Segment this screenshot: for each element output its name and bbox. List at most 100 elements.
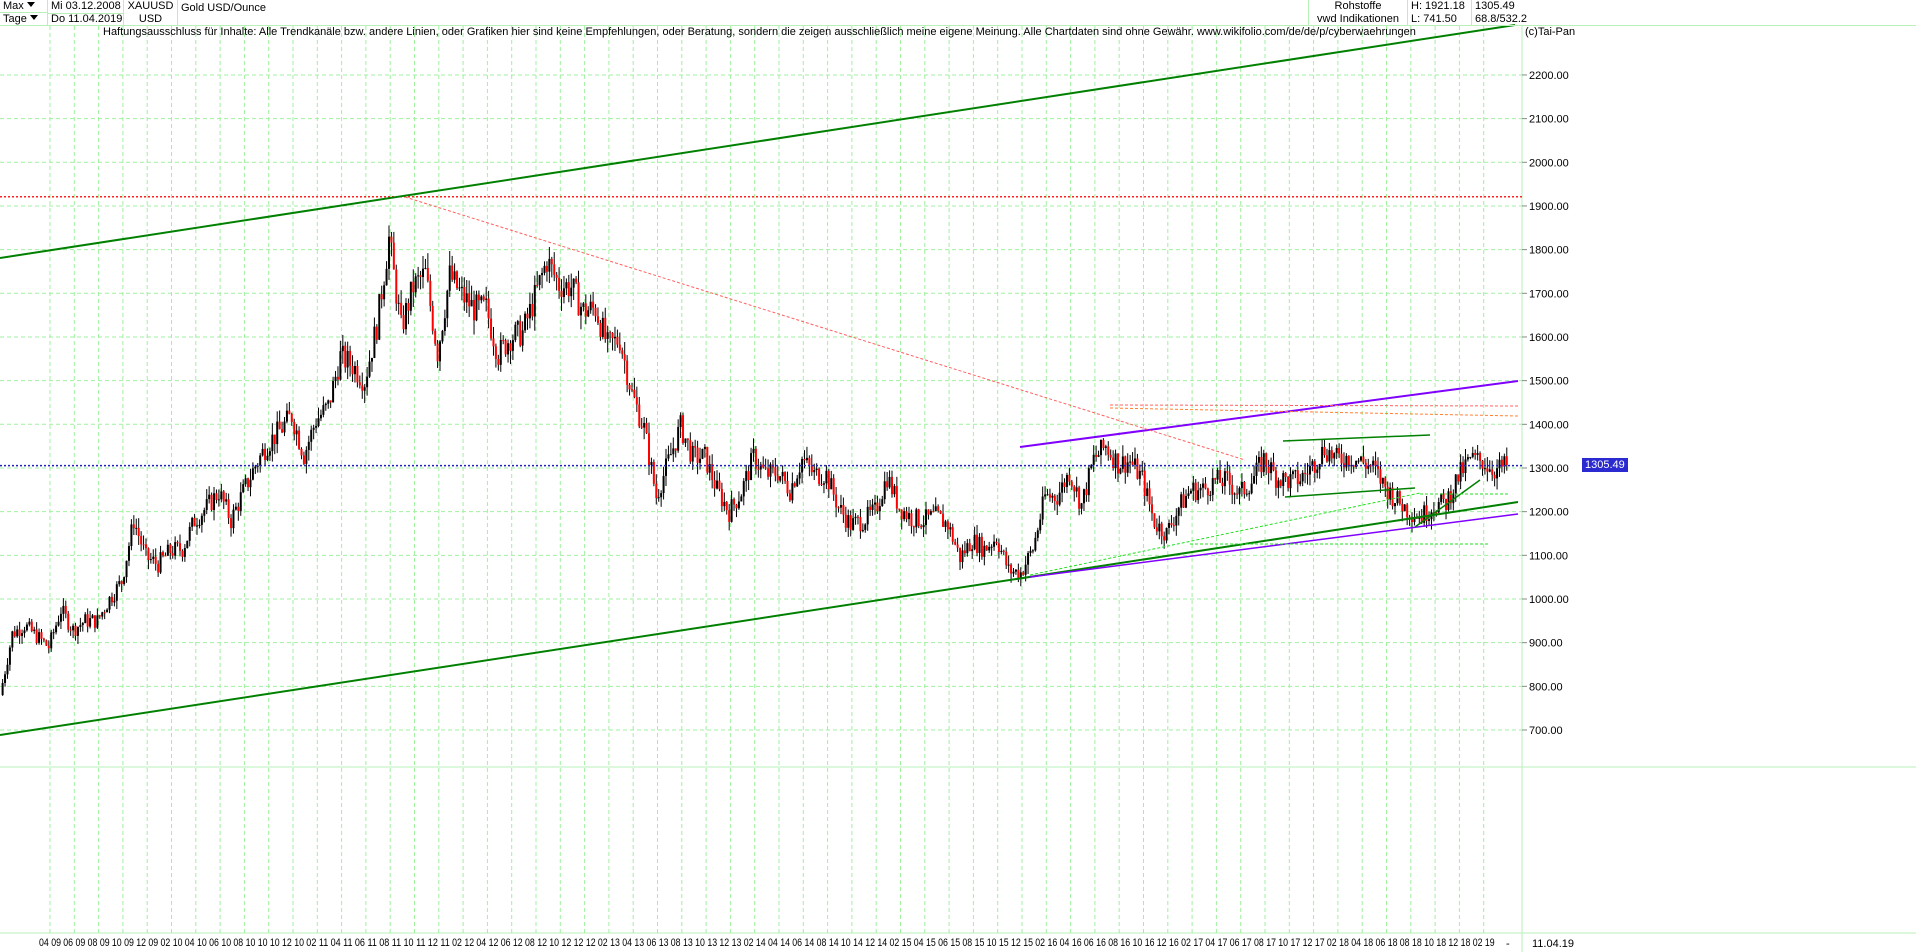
candle-body [1374,460,1377,466]
candle-body [504,340,507,355]
candle-body [959,547,962,563]
candle-body [524,313,527,331]
support-line-2 [1284,487,1416,498]
candle-body [1449,491,1452,504]
x-tick-label: 06 17 [1230,937,1252,949]
candle-body [169,544,172,554]
candle-body [196,525,199,527]
candle-body [1202,483,1205,488]
candle-body [137,527,140,537]
chevron-down-icon [26,2,35,7]
candle-body [315,425,318,428]
date-from[interactable]: Mi 03.12.2008 [48,0,124,14]
candle-body [669,454,672,456]
candle-body [276,421,279,445]
candle-body [149,559,152,561]
candle-body [336,376,339,380]
candle-body [589,301,592,311]
candle-body [849,515,852,530]
candle-body [1131,461,1134,465]
candle-body [426,267,429,281]
candle-body [441,330,444,342]
candle-body [1428,519,1431,521]
candle-body [703,446,706,449]
candle-body [618,344,621,351]
candle-body [157,563,160,573]
candle-body [298,430,301,449]
support-line [1029,492,1421,576]
candle-body [242,484,245,493]
candle-body [254,466,257,469]
candle-body [1462,462,1465,474]
x-tick-label: 12 09 [136,937,158,949]
candle-body [341,345,344,352]
x-tick-label: 06 15 [938,937,960,949]
candle-body [409,281,412,311]
instrument-name: Gold USD/Ounce [181,2,266,14]
candle-body [273,434,276,445]
candle-body [893,486,896,495]
x-tick-label: 06 14 [792,937,814,949]
candle-body [1141,470,1144,472]
candle-body [1243,482,1246,495]
candle-body [1051,495,1054,498]
candle-body [239,492,242,511]
candle-body [1044,494,1047,497]
candle-body [604,317,607,339]
candle-body [876,502,879,512]
candle-body [81,623,84,626]
candle-body [1005,551,1008,566]
candle-body [856,516,859,518]
candle-body [679,415,682,427]
candle-body [912,526,915,528]
candle-body [1323,446,1326,456]
candle-body [322,405,325,415]
candle-body [798,472,801,479]
candle-body [1313,461,1316,473]
candle-body [74,625,77,636]
candle-body [210,494,213,511]
date-to[interactable]: Do 11.04.2019 [48,13,124,26]
candle-body [1498,459,1501,469]
candle-body [1318,463,1321,470]
candle-body [1126,462,1129,473]
candle-body [866,506,869,525]
candle-body [1413,517,1416,523]
candle-body [706,446,709,473]
candle-body [1236,493,1239,495]
candle-body [774,467,777,476]
candle-body [247,478,250,488]
candle-body [1394,503,1397,507]
candle-body [1197,490,1200,501]
candle-body [1087,468,1090,496]
x-tick-label: 12 18 [1448,937,1470,949]
candle-body [1245,493,1248,495]
candle-body [684,438,687,443]
axis-end-date: 11.04.19 [1532,938,1575,950]
candle-body [1369,465,1372,467]
candle-body [220,491,223,500]
candle-body [1386,486,1389,500]
range-dropdown[interactable]: Max [0,0,48,13]
candle-body [628,384,631,390]
candle-body [769,464,772,477]
candle-body [864,524,867,530]
candle-body [1486,468,1489,472]
candle-body [45,640,48,646]
candle-body [1070,481,1073,487]
candle-body [358,382,361,386]
candle-body [609,332,612,334]
candle-body [1384,477,1387,487]
candle-body [852,518,855,530]
candle-body [575,278,578,283]
candle-body [8,647,11,665]
candle-body [1333,453,1336,459]
candle-body [1282,473,1285,486]
candle-body [1376,465,1379,470]
candle-body [302,455,305,464]
currency: USD [124,13,178,26]
candle-body [1185,495,1188,508]
x-tick-label: 06 10 [209,937,231,949]
category: Rohstoffe [1334,0,1382,12]
interval-dropdown[interactable]: Tage [0,13,48,26]
